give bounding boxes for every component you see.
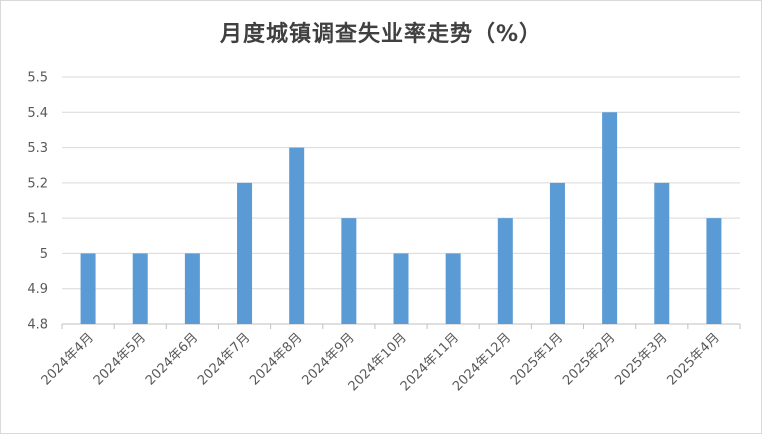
bar bbox=[237, 182, 253, 324]
y-tick-label: 4.8 bbox=[27, 318, 48, 333]
x-tick-label: 2024年6月 bbox=[143, 330, 201, 388]
bar bbox=[289, 147, 305, 324]
y-tick-label: 5.1 bbox=[27, 212, 48, 227]
x-tick-label: 2025年2月 bbox=[560, 330, 618, 388]
x-tick-label: 2024年8月 bbox=[247, 330, 305, 388]
chart-title: 月度城镇调查失业率走势（%） bbox=[219, 22, 543, 47]
bar bbox=[549, 182, 565, 324]
bar bbox=[602, 112, 618, 325]
bar bbox=[497, 218, 513, 324]
x-tick-label: 2024年5月 bbox=[91, 330, 149, 388]
y-tick-label: 5.2 bbox=[27, 176, 48, 191]
x-tick-label: 2025年3月 bbox=[612, 330, 670, 388]
bar bbox=[132, 253, 148, 324]
bar bbox=[80, 253, 96, 324]
y-tick-label: 5 bbox=[40, 247, 48, 262]
y-tick-label: 5.3 bbox=[27, 141, 48, 156]
bar bbox=[393, 253, 409, 324]
y-tick-label: 5.5 bbox=[27, 71, 48, 86]
bar bbox=[706, 218, 722, 324]
x-tick-label: 2025年4月 bbox=[665, 330, 723, 388]
bar bbox=[341, 218, 357, 324]
bar bbox=[654, 182, 670, 324]
bar bbox=[445, 253, 461, 324]
y-tick-label: 4.9 bbox=[27, 282, 48, 297]
bar bbox=[184, 253, 200, 324]
x-tick-label: 2024年7月 bbox=[195, 330, 253, 388]
y-tick-label: 5.4 bbox=[27, 106, 48, 121]
x-tick-label: 2024年4月 bbox=[39, 330, 97, 388]
x-tick-label: 2025年1月 bbox=[508, 330, 566, 388]
